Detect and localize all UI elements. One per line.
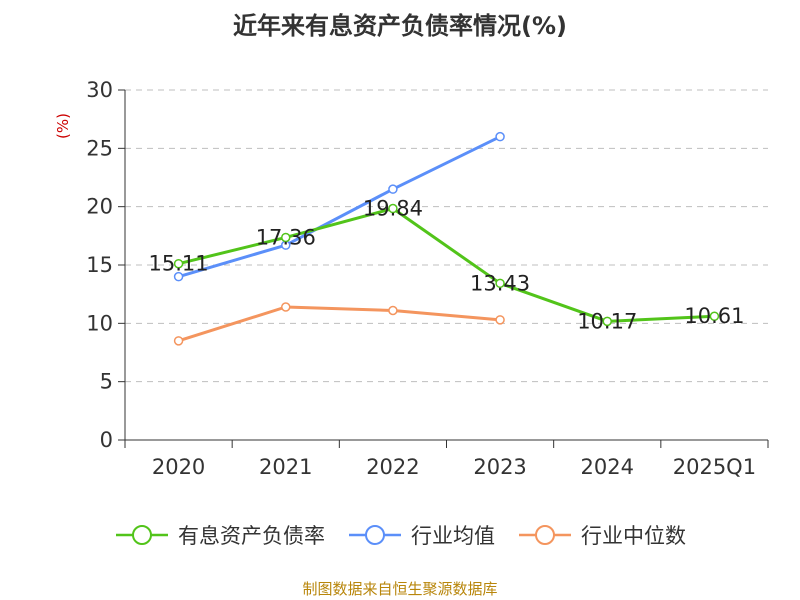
legend-item: 行业均值 — [347, 520, 495, 550]
legend-swatch-marker — [132, 525, 152, 545]
x-tick-label: 2023 — [473, 455, 526, 479]
axes — [118, 89, 769, 448]
x-tick-label: 2021 — [259, 455, 312, 479]
legend-item: 行业中位数 — [517, 520, 686, 550]
y-axis-label: (%) — [54, 113, 72, 139]
data-point — [709, 311, 720, 321]
data-point — [173, 271, 184, 282]
series-lines — [178, 135, 715, 343]
data-label: 10.17 — [577, 309, 637, 333]
legend-swatch — [519, 525, 571, 545]
chart-title: 近年来有息资产负债率情况(%) — [233, 12, 567, 40]
y-tick-labels: 0 5 10 15 20 25 30 — [86, 78, 113, 452]
legend-swatch — [349, 525, 401, 545]
data-point — [281, 302, 291, 312]
data-point — [173, 258, 184, 269]
legend-swatch-marker — [535, 525, 555, 545]
legend-swatch — [116, 525, 168, 545]
data-point — [173, 336, 184, 346]
y-tick-label: 0 — [100, 428, 113, 452]
data-point — [495, 131, 505, 142]
data-point — [388, 203, 398, 214]
series-line-0 — [178, 207, 715, 323]
series-line-1 — [178, 135, 501, 279]
y-tick-label: 10 — [86, 311, 113, 335]
x-tick-labels: 2020 2021 2022 2023 2024 2025Q1 — [152, 455, 756, 479]
data-point — [388, 184, 398, 194]
series-line-2 — [178, 305, 501, 343]
legend-swatch-marker — [365, 525, 385, 545]
legend-label: 行业中位数 — [581, 524, 686, 548]
y-tick-label: 30 — [86, 78, 113, 102]
x-tick-label: 2025Q1 — [673, 455, 756, 479]
x-tick-label: 2020 — [152, 455, 205, 479]
legend-label: 有息资产负债率 — [178, 524, 325, 548]
data-point — [602, 316, 612, 327]
x-tick-label: 2024 — [581, 455, 634, 479]
y-tick-label: 15 — [86, 253, 113, 277]
data-label: 13.43 — [470, 271, 530, 295]
y-tick-label: 5 — [100, 370, 113, 394]
data-point — [281, 232, 291, 243]
data-point — [388, 305, 398, 316]
legend-label: 行业均值 — [411, 524, 495, 548]
grid-lines — [125, 89, 768, 383]
y-tick-label: 20 — [86, 195, 113, 219]
data-point — [495, 278, 505, 289]
data-label: 17.36 — [256, 225, 316, 249]
legend: 有息资产负债率 行业均值 行业中位数 — [0, 520, 800, 550]
data-point — [495, 315, 505, 325]
y-tick-label: 25 — [86, 136, 113, 160]
legend-item: 有息资产负债率 — [114, 520, 325, 550]
data-label: 19.84 — [363, 197, 423, 221]
series-points — [173, 131, 720, 346]
data-labels: 15.11 17.36 19.84 13.43 10.17 10.61 — [149, 197, 745, 334]
data-label: 15.11 — [149, 252, 209, 276]
x-tick-label: 2022 — [366, 455, 419, 479]
data-source-note: 制图数据来自恒生聚源数据库 — [302, 580, 498, 598]
data-label: 10.61 — [684, 304, 744, 328]
